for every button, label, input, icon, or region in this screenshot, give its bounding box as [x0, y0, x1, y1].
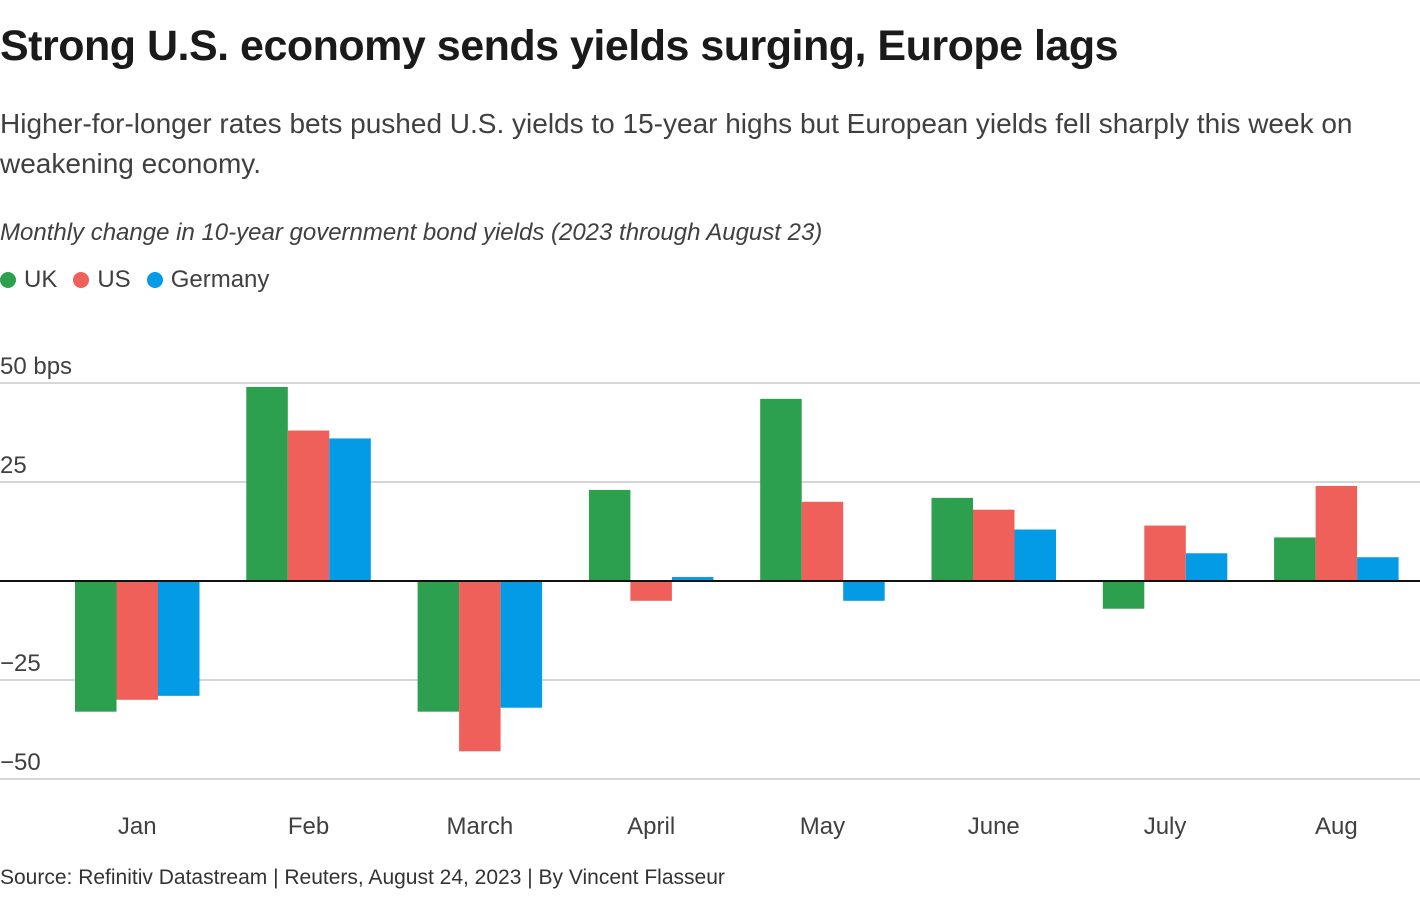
legend-dot-icon — [146, 272, 163, 288]
legend-item-us: US — [73, 266, 131, 294]
legend-dot-icon — [0, 272, 16, 288]
x-tick-label: Feb — [288, 813, 329, 840]
bar-germany-aug — [1357, 557, 1399, 581]
bar-us-april — [630, 581, 672, 601]
x-axis-labels: Jan Feb March April May June July Aug — [118, 813, 1358, 840]
bar-us-march — [459, 581, 501, 752]
legend-item-germany: Germany — [146, 266, 270, 294]
source-note: Source: Refinitiv Datastream | Reuters, … — [0, 866, 725, 889]
bar-uk-jan — [75, 581, 117, 712]
legend-label: Germany — [170, 266, 270, 293]
bars — [75, 386, 1399, 752]
x-tick-label: May — [800, 813, 845, 840]
legend-label: UK — [24, 266, 58, 293]
gridlines — [0, 382, 1420, 780]
bar-chart: 50 bps 25 −25 −50 Jan Feb March April May June Ju… — [0, 353, 1420, 840]
x-tick-label: Aug — [1315, 813, 1358, 840]
bar-germany-july — [1185, 553, 1228, 581]
bar-germany-jan — [158, 581, 200, 696]
bar-uk-may — [760, 398, 802, 581]
bar-us-june — [973, 509, 1015, 581]
bar-us-may — [801, 501, 844, 581]
bar-uk-april — [588, 489, 631, 581]
bar-germany-march — [500, 581, 543, 708]
y-tick-label: −50 — [0, 749, 41, 776]
y-axis-labels: 50 bps 25 −25 −50 — [0, 353, 72, 776]
x-tick-label: March — [447, 813, 514, 840]
bar-germany-june — [1014, 529, 1056, 581]
chart-description: Monthly change in 10-year government bon… — [0, 219, 823, 246]
x-tick-label: April — [627, 813, 675, 840]
bar-germany-may — [843, 581, 885, 601]
chart-title: Strong U.S. economy sends yields surging… — [0, 22, 1119, 70]
bar-us-jan — [116, 581, 158, 700]
legend-label: US — [97, 266, 131, 293]
bar-uk-july — [1102, 581, 1145, 609]
bar-uk-june — [931, 497, 973, 581]
bar-uk-feb — [246, 386, 288, 581]
bar-us-july — [1144, 525, 1186, 581]
legend-dot-icon — [73, 272, 90, 288]
x-tick-label: July — [1144, 813, 1187, 840]
y-tick-label: 50 bps — [0, 353, 72, 380]
bar-germany-april — [671, 577, 714, 581]
bar-uk-aug — [1274, 537, 1316, 581]
bar-us-aug — [1315, 485, 1358, 581]
bar-us-feb — [287, 430, 330, 581]
bar-germany-feb — [329, 438, 371, 581]
y-tick-label: 25 — [0, 452, 27, 479]
x-tick-label: Jan — [118, 813, 157, 840]
x-tick-label: June — [968, 813, 1020, 840]
legend: UK US Germany — [0, 266, 285, 294]
legend-item-uk: UK — [0, 266, 57, 294]
chart-subtitle: Higher-for-longer rates bets pushed U.S.… — [0, 108, 1353, 179]
bar-uk-march — [417, 581, 460, 712]
y-tick-label: −25 — [0, 650, 41, 677]
